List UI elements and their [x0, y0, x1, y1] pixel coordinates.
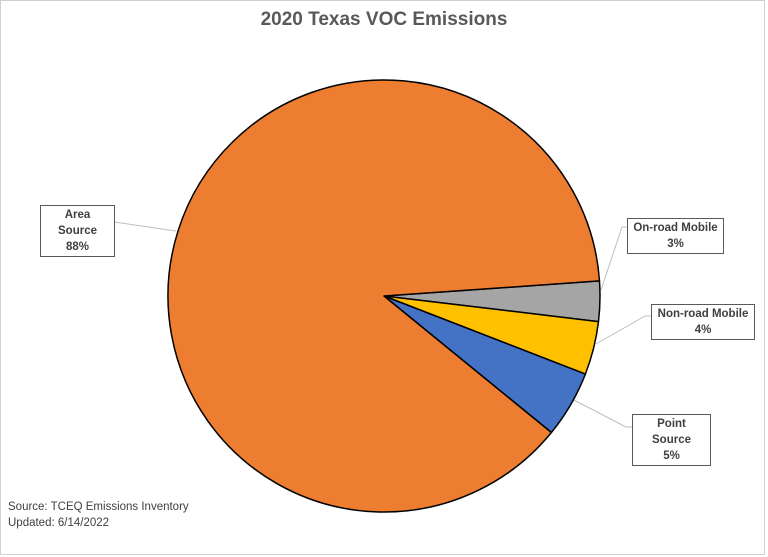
label-name: On-road Mobile: [633, 222, 718, 234]
label-name: Point Source: [652, 418, 691, 446]
label-value: 88%: [65, 241, 90, 253]
label-point-source: Point Source 5%: [632, 414, 711, 466]
label-value: 5%: [663, 450, 680, 462]
chart-title: 2020 Texas VOC Emissions: [260, 9, 508, 30]
source-note: Source: TCEQ Emissions Inventory: [8, 501, 189, 513]
label-name: Non-road Mobile: [657, 308, 749, 320]
leader-line-non-road-mobile: [595, 315, 651, 345]
leader-line-area-source: [113, 221, 177, 232]
label-name: Area Source: [58, 209, 97, 237]
label-non-road-mobile: Non-road Mobile 4%: [651, 304, 755, 340]
footnote: Source: TCEQ Emissions Inventory Updated…: [8, 499, 189, 531]
slice-area-source: [167, 79, 601, 513]
updated-note: Updated: 6/14/2022: [8, 517, 110, 529]
leader-line-point-source: [569, 397, 632, 428]
leader-line-on-road-mobile: [600, 226, 627, 291]
label-value: 4%: [694, 324, 712, 336]
label-area-source: Area Source 88%: [40, 205, 115, 257]
label-value: 3%: [667, 238, 684, 250]
label-on-road-mobile: On-road Mobile 3%: [627, 218, 724, 254]
